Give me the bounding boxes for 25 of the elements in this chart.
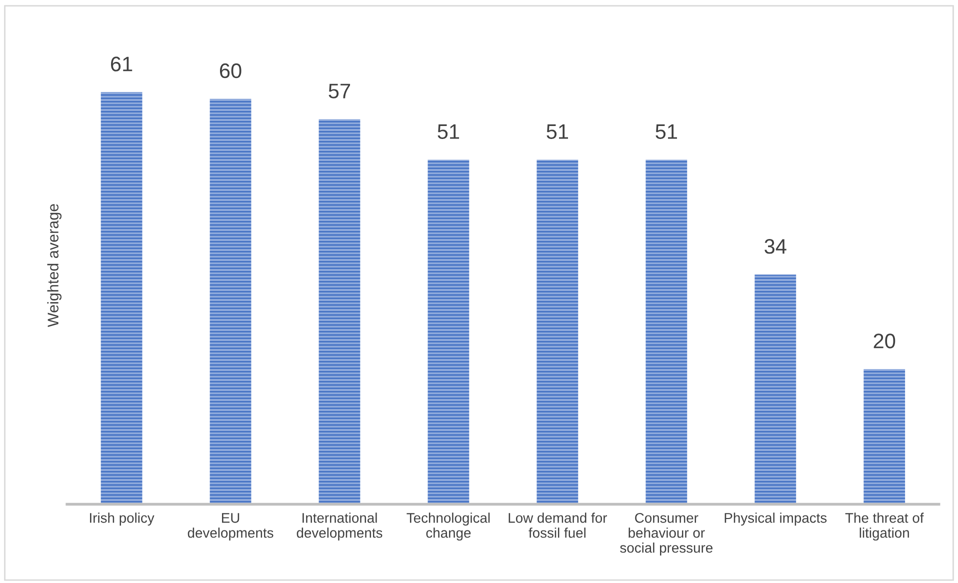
data-label: 51 xyxy=(546,124,568,139)
x-tick-label: Low demand for fossil fuel xyxy=(508,512,608,538)
bar xyxy=(318,119,360,504)
data-label: 51 xyxy=(438,124,460,139)
data-label: 34 xyxy=(764,239,786,254)
data-label: 60 xyxy=(220,63,242,78)
x-tick-label: Consumer behaviour or social pressure xyxy=(620,512,712,556)
x-tick-label: EU developments xyxy=(188,513,274,541)
x-tick-label: Irish policy xyxy=(90,512,154,526)
x-tick-label: Physical impacts xyxy=(724,512,827,526)
bar xyxy=(754,274,796,504)
bar xyxy=(864,369,906,504)
bar xyxy=(536,160,578,504)
y-axis-title: Weighted average xyxy=(47,204,62,328)
data-label: 20 xyxy=(874,334,896,348)
data-label: 57 xyxy=(328,84,350,98)
x-tick-label: The threat of litigation xyxy=(845,512,924,541)
x-tick-label: Technological change xyxy=(406,512,490,541)
bar xyxy=(646,160,688,504)
x-tick-label: International developments xyxy=(296,512,382,541)
data-label: 61 xyxy=(111,56,132,72)
bar xyxy=(210,98,252,504)
bar xyxy=(100,92,142,504)
data-label: 51 xyxy=(656,124,677,139)
bar xyxy=(428,160,470,504)
